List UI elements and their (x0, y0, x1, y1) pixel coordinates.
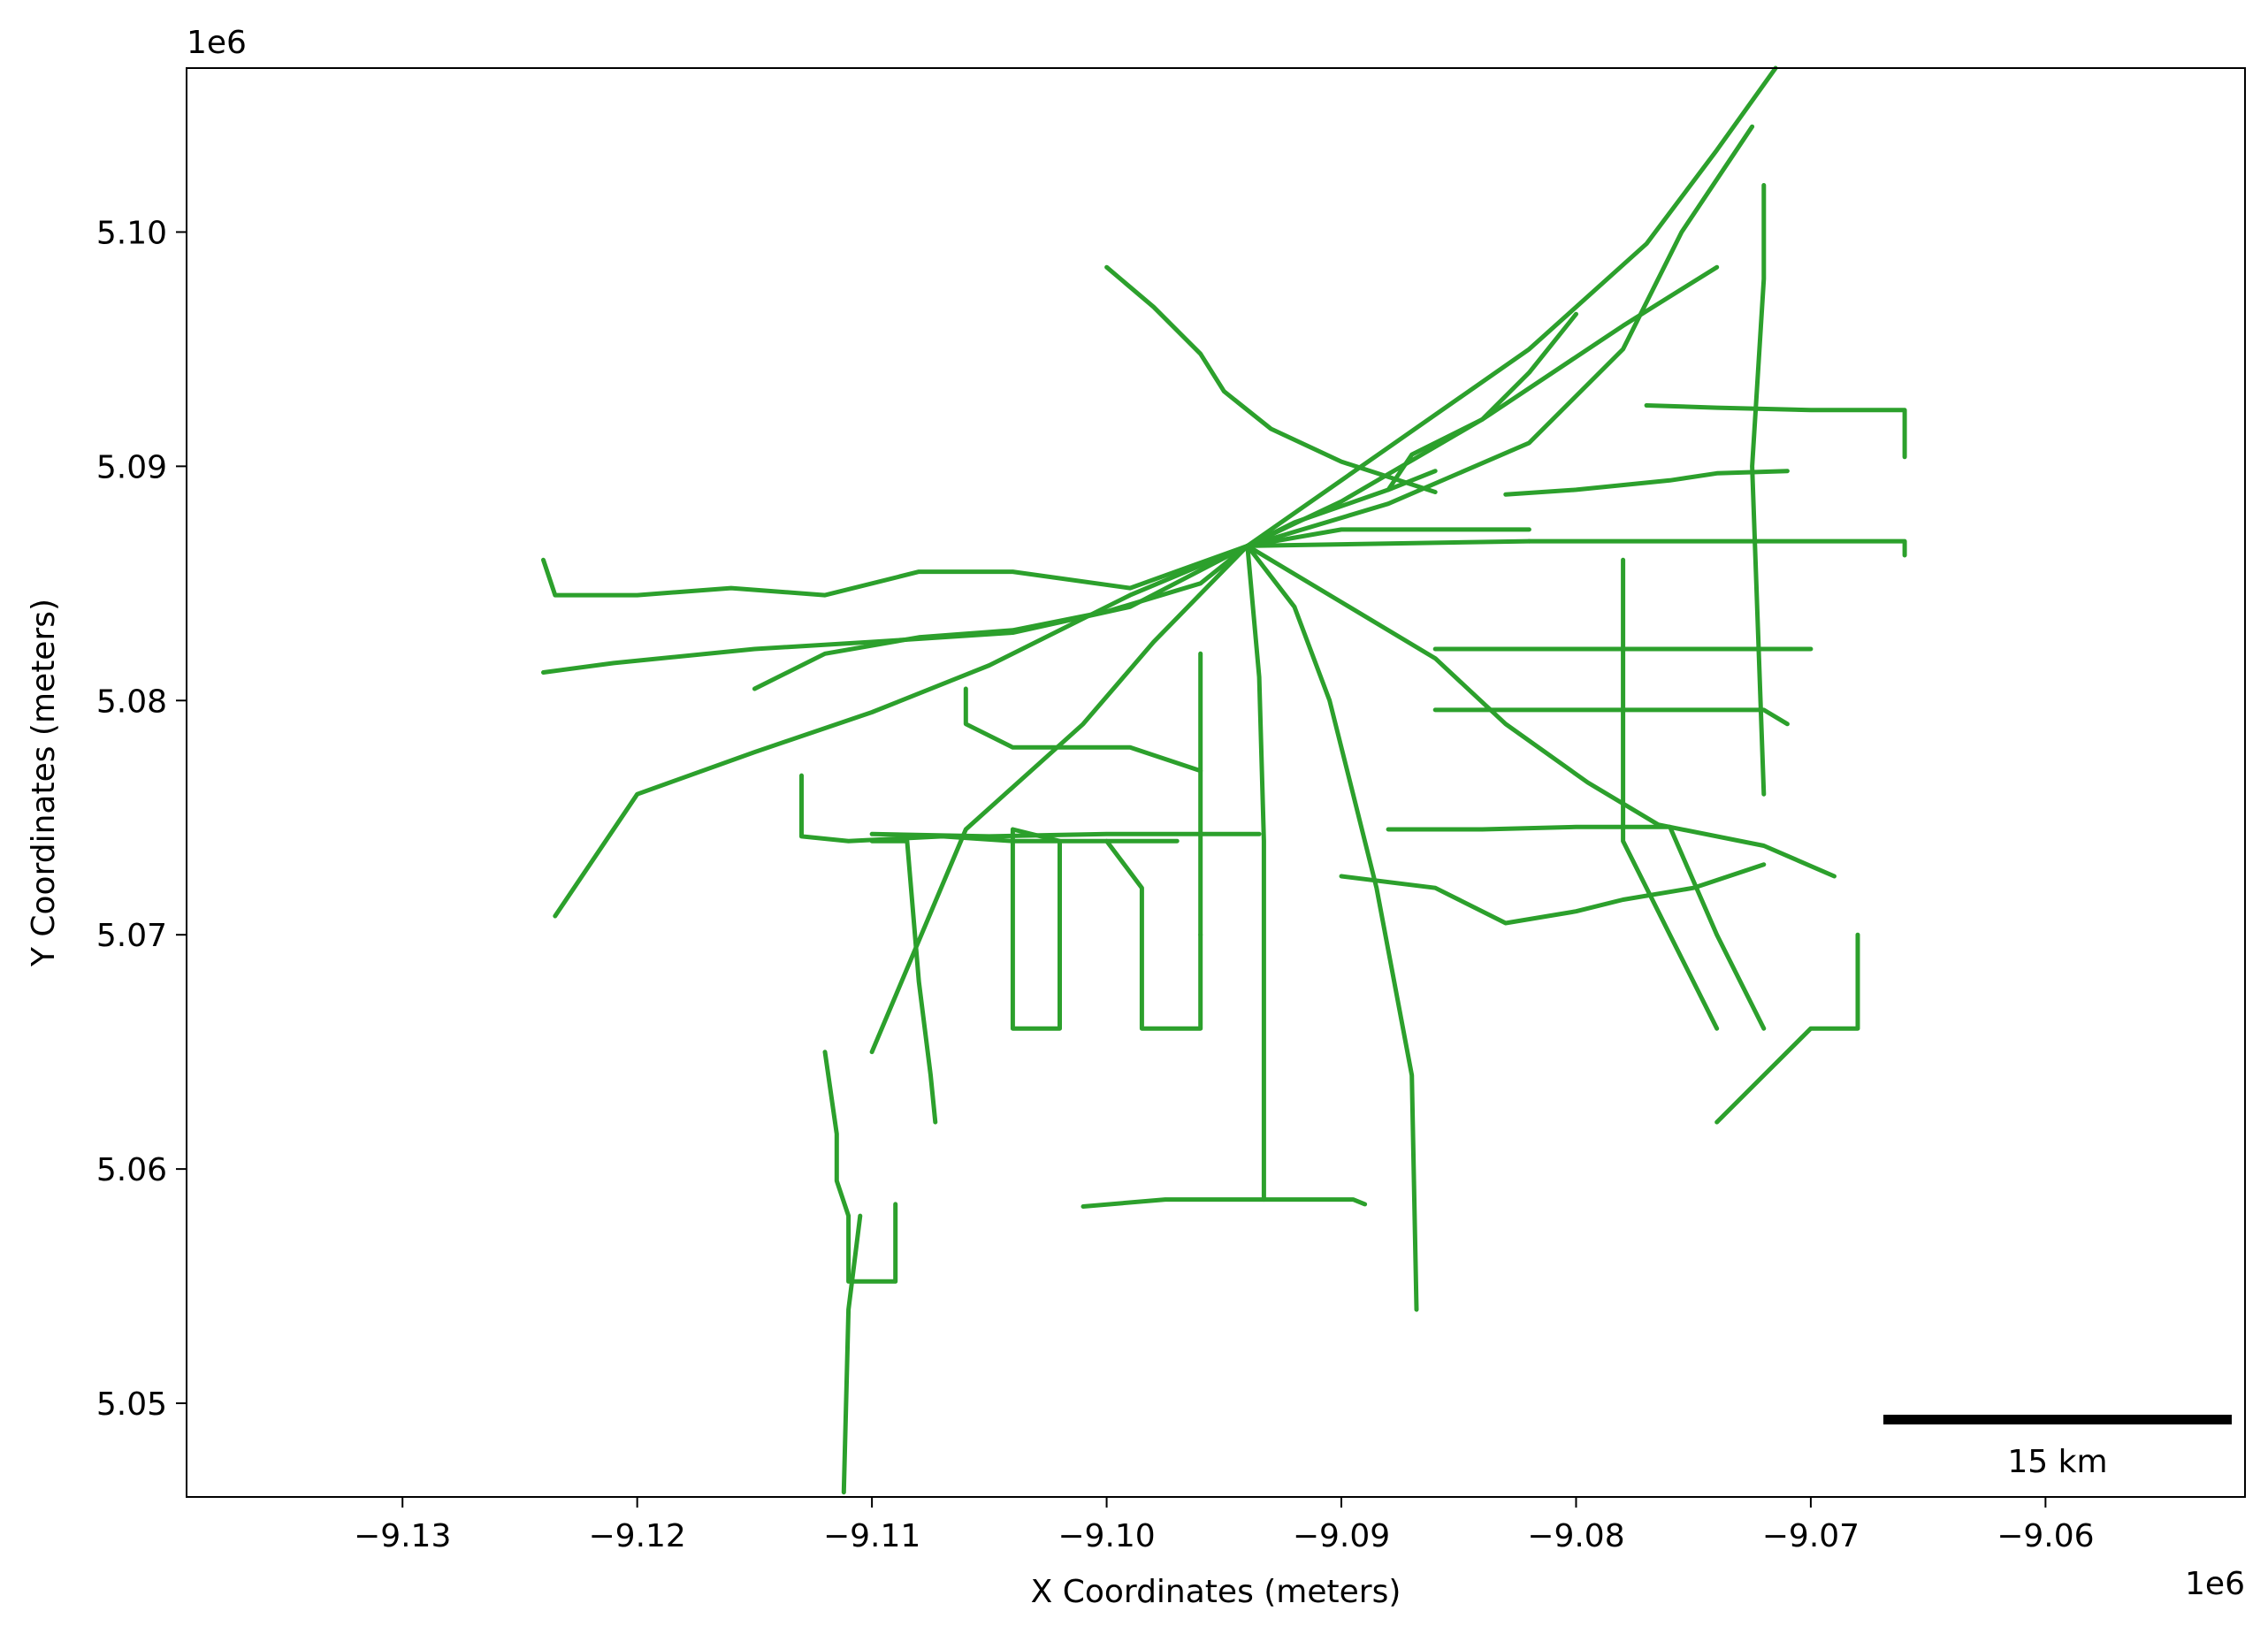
route-line (869, 838, 938, 1125)
route-line (841, 1213, 863, 1495)
x-tick-label: −9.11 (823, 1518, 920, 1554)
route-line (799, 773, 1180, 844)
route-line (1245, 543, 1837, 879)
y-tick-label: 5.08 (96, 683, 167, 720)
y-tick-label: 5.09 (96, 449, 167, 485)
plot-frame (186, 67, 2246, 1498)
route-line (1104, 264, 1438, 494)
route-line (1245, 527, 1531, 548)
route-line (1245, 538, 1531, 548)
x-tick-label: −9.13 (354, 1518, 451, 1554)
route-line (1245, 124, 1755, 548)
route-line (541, 543, 1250, 675)
route-line (1245, 65, 1778, 548)
x-tick-label: −9.06 (1997, 1518, 2094, 1554)
y-tick-label: 5.10 (96, 215, 167, 251)
route-line (869, 543, 1250, 1055)
x-tick-label: −9.09 (1293, 1518, 1390, 1554)
route-line (1432, 707, 1790, 727)
route-line (1503, 469, 1790, 497)
route-line (1386, 311, 1578, 492)
x-tick-label: −9.12 (589, 1518, 686, 1554)
y-axis-ticks: 5.05 5.06 5.07 5.08 5.09 5.10 (96, 215, 187, 1423)
route-line (1750, 183, 1767, 797)
route-line (1104, 838, 1203, 1031)
route-line (1644, 403, 1907, 460)
route-line (1245, 543, 1419, 1312)
x-tick-label: −9.08 (1527, 1518, 1624, 1554)
x-axis-title: X Coordinates (meters) (1031, 1574, 1401, 1610)
route-line (1010, 827, 1062, 1031)
route-line (553, 543, 1250, 919)
scale-bar-label: 15 km (2007, 1444, 2107, 1480)
route-line (963, 686, 1203, 774)
route-line (1081, 1197, 1368, 1209)
x-tick-label: −9.07 (1762, 1518, 1859, 1554)
route-line (1714, 932, 1860, 1125)
x-tick-label: −9.10 (1058, 1518, 1155, 1554)
route-line (1621, 557, 1720, 1031)
x-offset-label: 1e6 (2185, 1566, 2245, 1602)
y-offset-label: 1e6 (187, 25, 247, 61)
x-axis-ticks: −9.13 −9.12 −9.11 −9.10 −9.09 −9.08 −9.07 −9.06 (354, 1497, 2095, 1554)
scale-bar (1883, 1415, 2232, 1424)
route-line (752, 543, 1250, 691)
route-line (822, 1050, 898, 1284)
route-line (1339, 862, 1767, 926)
route-line (1245, 543, 1266, 1203)
y-tick-label: 5.07 (96, 918, 167, 954)
route-lines (541, 65, 1907, 1495)
y-tick-label: 5.05 (96, 1386, 167, 1423)
y-axis-title: Y Coordinates (meters) (26, 599, 62, 967)
route-line (541, 543, 1250, 598)
y-tick-label: 5.06 (96, 1152, 167, 1188)
route-line (1526, 538, 1907, 558)
